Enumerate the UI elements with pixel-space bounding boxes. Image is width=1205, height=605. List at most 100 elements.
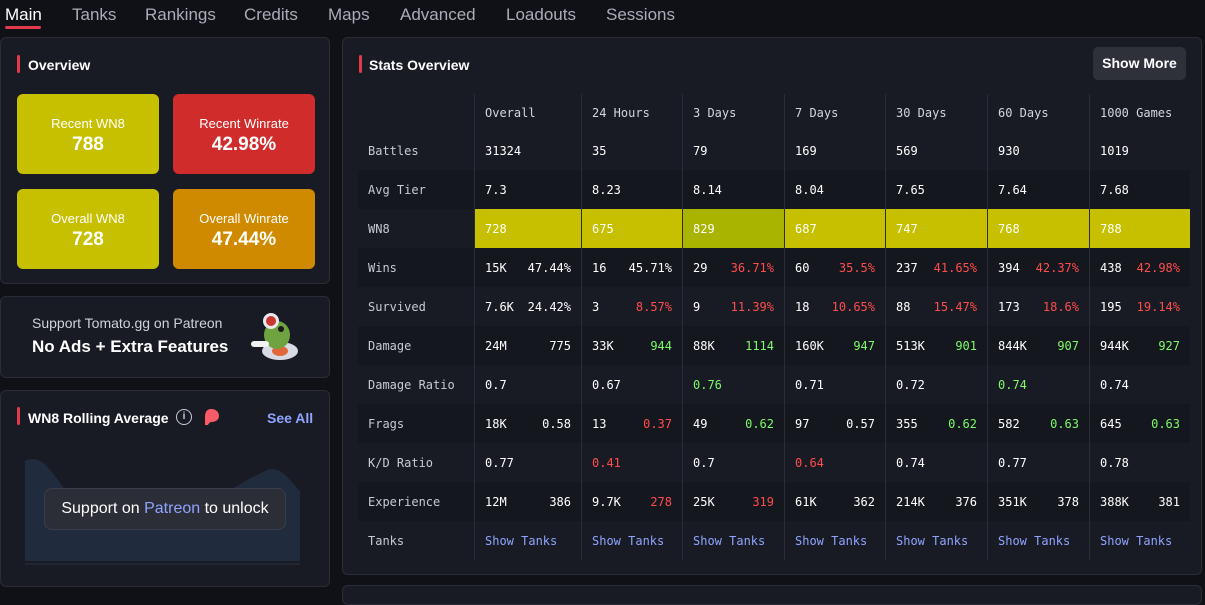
table-cell[interactable]: Show Tanks bbox=[581, 521, 683, 560]
table-cell: 0.74 bbox=[987, 365, 1090, 404]
stats-header-row: Overall 24 Hours 3 Days 7 Days 30 Days 6… bbox=[358, 94, 1190, 131]
cell-secondary-value: 947 bbox=[853, 338, 875, 353]
cell-value: 16 bbox=[592, 260, 607, 275]
cell-value: 747 bbox=[896, 221, 918, 236]
show-tanks-link[interactable]: Show Tanks bbox=[998, 533, 1071, 548]
table-cell: 237 41.65% bbox=[885, 248, 988, 287]
cell-value: 930 bbox=[998, 143, 1020, 158]
show-tanks-link[interactable]: Show Tanks bbox=[896, 533, 969, 548]
table-cell[interactable]: Show Tanks bbox=[1089, 521, 1190, 560]
column-header-7-days: 7 Days bbox=[784, 94, 886, 131]
cell-pair: 97 0.57 bbox=[795, 417, 875, 431]
table-cell: 7.3 bbox=[474, 170, 582, 209]
patreon-link[interactable]: Patreon bbox=[144, 500, 201, 517]
cell-value: 0.71 bbox=[795, 377, 824, 392]
show-tanks-link[interactable]: Show Tanks bbox=[1100, 533, 1173, 548]
cell-value: 237 bbox=[896, 260, 918, 275]
table-cell: 15K 47.44% bbox=[474, 248, 582, 287]
unlock-suffix: to unlock bbox=[200, 500, 269, 517]
table-row: Wins 15K 47.44% 16 45.71% 29 36.71% 60 35.5% 237 4… bbox=[358, 248, 1190, 287]
table-cell: 687 bbox=[784, 209, 886, 248]
cell-pair: 582 0.63 bbox=[998, 417, 1079, 431]
cell-value: 675 bbox=[592, 221, 614, 236]
cell-secondary-value: 775 bbox=[549, 338, 571, 353]
table-cell[interactable]: Show Tanks bbox=[784, 521, 886, 560]
cell-pair: 88 15.47% bbox=[896, 300, 977, 314]
cell-value: 35 bbox=[592, 143, 607, 158]
cell-value: 844K bbox=[998, 338, 1027, 353]
table-cell: 0.64 bbox=[784, 443, 886, 482]
patreon-support-card[interactable]: Support Tomato.gg on Patreon No Ads + Ex… bbox=[0, 296, 330, 378]
tab-sessions[interactable]: Sessions bbox=[606, 5, 675, 24]
cell-pair: 513K 901 bbox=[896, 339, 977, 353]
next-card-edge bbox=[342, 585, 1202, 605]
cell-value: 8.23 bbox=[592, 182, 621, 197]
table-cell: 728 bbox=[474, 209, 582, 248]
show-tanks-link[interactable]: Show Tanks bbox=[795, 533, 868, 548]
main-nav: Main Tanks Rankings Credits Maps Advance… bbox=[0, 0, 1205, 34]
show-more-button[interactable]: Show More bbox=[1093, 47, 1186, 80]
column-header-24-hours: 24 Hours bbox=[581, 94, 683, 131]
see-all-link[interactable]: See All bbox=[267, 410, 314, 426]
table-cell: 13 0.37 bbox=[581, 404, 683, 443]
cell-secondary-value: 362 bbox=[853, 494, 875, 509]
patreon-unlock-button[interactable]: Support on Patreon to unlock bbox=[44, 488, 286, 530]
cell-value: 169 bbox=[795, 143, 817, 158]
table-cell: 61K 362 bbox=[784, 482, 886, 521]
table-cell: 675 bbox=[581, 209, 683, 248]
cell-value: 8.14 bbox=[693, 182, 722, 197]
tile-value: 728 bbox=[72, 229, 104, 250]
table-row: Battles 31324 35 79 169 569 930 1019 bbox=[358, 131, 1190, 170]
row-label: Damage bbox=[358, 326, 475, 365]
tab-tanks[interactable]: Tanks bbox=[72, 5, 117, 24]
table-cell: 569 bbox=[885, 131, 988, 170]
tab-credits[interactable]: Credits bbox=[244, 5, 298, 24]
show-tanks-link[interactable]: Show Tanks bbox=[592, 533, 665, 548]
cell-value: 97 bbox=[795, 416, 810, 431]
table-cell: 351K 378 bbox=[987, 482, 1090, 521]
corner-cell bbox=[358, 94, 475, 131]
tile-value: 47.44% bbox=[211, 229, 277, 250]
table-cell[interactable]: Show Tanks bbox=[885, 521, 988, 560]
cell-value: 569 bbox=[896, 143, 918, 158]
cell-pair: 944K 927 bbox=[1100, 339, 1180, 353]
cell-secondary-value: 319 bbox=[752, 494, 774, 509]
tab-advanced[interactable]: Advanced bbox=[400, 5, 476, 24]
info-icon[interactable]: i bbox=[176, 409, 192, 425]
cell-secondary-value: 0.62 bbox=[745, 416, 774, 431]
show-tanks-link[interactable]: Show Tanks bbox=[485, 533, 558, 548]
cell-secondary-value: 10.65% bbox=[831, 299, 875, 314]
table-cell[interactable]: Show Tanks bbox=[474, 521, 582, 560]
table-cell[interactable]: Show Tanks bbox=[987, 521, 1090, 560]
tab-main[interactable]: Main bbox=[5, 5, 42, 24]
show-tanks-link[interactable]: Show Tanks bbox=[693, 533, 766, 548]
stats-table: Overall 24 Hours 3 Days 7 Days 30 Days 6… bbox=[358, 94, 1190, 560]
cell-value: 0.7 bbox=[485, 377, 507, 392]
cell-value: 0.41 bbox=[592, 455, 621, 470]
cell-value: 768 bbox=[998, 221, 1020, 236]
cell-value: 18K bbox=[485, 416, 507, 431]
support-features: No Ads + Extra Features bbox=[32, 337, 229, 356]
cell-value: 7.6K bbox=[485, 299, 514, 314]
table-row: Survived 7.6K 24.42% 3 8.57% 9 11.39% 18 10.65% 8… bbox=[358, 287, 1190, 326]
cell-value: 13 bbox=[592, 416, 607, 431]
cell-pair: 388K 381 bbox=[1100, 495, 1180, 509]
row-label: K/D Ratio bbox=[368, 455, 434, 470]
cell-pair: 13 0.37 bbox=[592, 417, 672, 431]
tab-loadouts[interactable]: Loadouts bbox=[506, 5, 576, 24]
tab-rankings[interactable]: Rankings bbox=[145, 5, 216, 24]
rolling-average-title: WN8 Rolling Average bbox=[28, 410, 169, 426]
cell-pair: 18 10.65% bbox=[795, 300, 875, 314]
table-cell: 88K 1114 bbox=[682, 326, 785, 365]
tab-maps[interactable]: Maps bbox=[328, 5, 370, 24]
table-cell: 0.41 bbox=[581, 443, 683, 482]
table-cell: 7.68 bbox=[1089, 170, 1190, 209]
active-tab-underline bbox=[5, 26, 41, 29]
table-cell: 747 bbox=[885, 209, 988, 248]
cell-value: 7.65 bbox=[896, 182, 925, 197]
table-cell: 16 45.71% bbox=[581, 248, 683, 287]
table-cell: 3 8.57% bbox=[581, 287, 683, 326]
table-cell[interactable]: Show Tanks bbox=[682, 521, 785, 560]
cell-value: 0.76 bbox=[693, 377, 722, 392]
table-cell: 394 42.37% bbox=[987, 248, 1090, 287]
